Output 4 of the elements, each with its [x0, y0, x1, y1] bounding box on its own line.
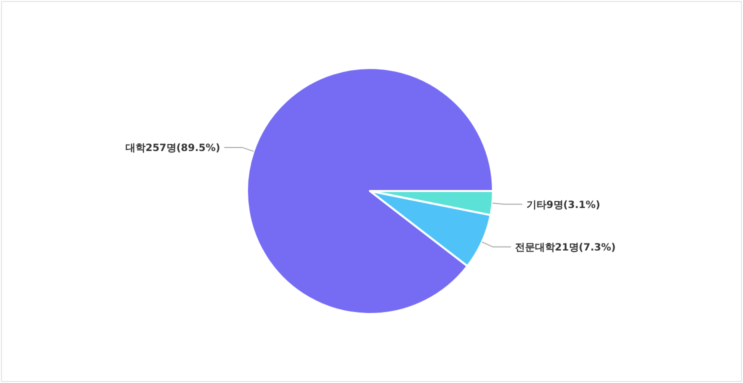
slice-label: 기타9명(3.1%) — [526, 200, 600, 211]
slice-label: 전문대학21명(7.3%) — [514, 242, 616, 254]
slice-label: 대학257명(89.5%) — [125, 142, 220, 154]
pie-slice — [246, 67, 494, 315]
